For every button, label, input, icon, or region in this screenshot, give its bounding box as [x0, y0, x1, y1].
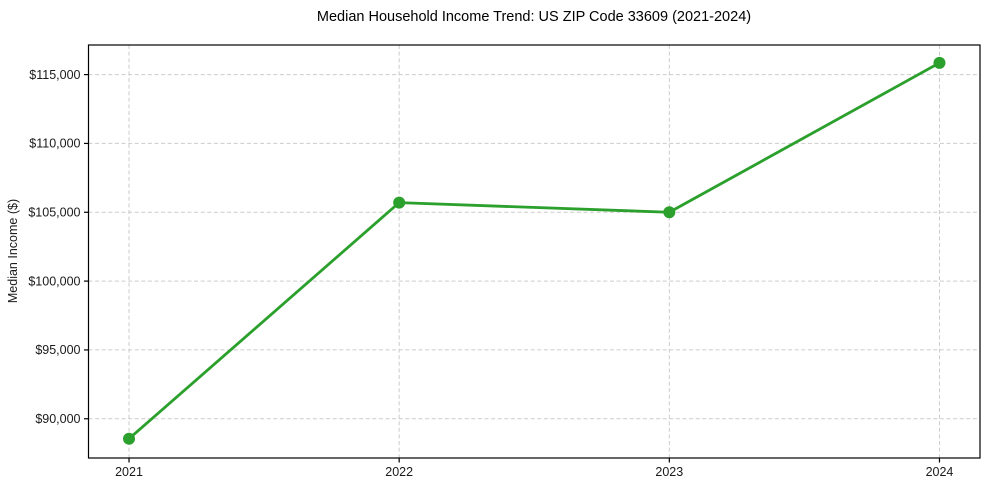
axis-ticks-layer: $90,000 $95,000 $100,000 $105,000 $110,000 $1…: [28, 68, 953, 479]
x-tick-label: 2021: [115, 465, 143, 479]
y-tick-label: $95,000: [35, 343, 80, 357]
plot-frame-layer: [87, 44, 981, 459]
y-tick-label: $100,000: [28, 274, 80, 288]
y-tick-label: $110,000: [29, 137, 80, 151]
x-tick-label: 2022: [385, 465, 413, 479]
y-tick-label: $115,000: [29, 68, 80, 82]
data-series-layer: [123, 56, 946, 445]
plot-border: [87, 44, 981, 459]
data-point-2023: [663, 206, 676, 219]
chart-title: Median Household Income Trend: US ZIP Co…: [317, 9, 751, 25]
data-point-2022: [393, 196, 406, 209]
y-axis-label: Median Income ($): [6, 199, 20, 303]
data-point-2021: [123, 432, 136, 445]
gridlines-layer: [88, 45, 980, 458]
y-tick-label: $90,000: [35, 412, 80, 426]
x-tick-label: 2024: [926, 465, 954, 479]
trend-line: [127, 61, 941, 441]
data-point-2024: [933, 56, 946, 69]
x-tick-label: 2023: [655, 465, 683, 479]
y-tick-label: $105,000: [28, 206, 80, 220]
